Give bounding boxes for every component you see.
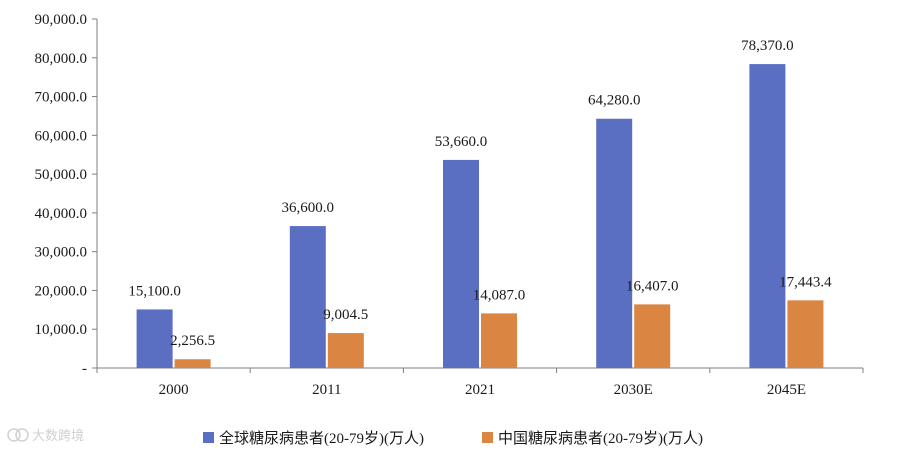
- y-tick-label: 60,000.0: [35, 128, 88, 144]
- bar-series-1: [749, 64, 786, 368]
- y-tick-label: 30,000.0: [35, 245, 88, 261]
- bar-series-1: [596, 118, 633, 368]
- data-labels: 15,100.0 36,600.0 53,660.0 64,280.0 78,370.0…: [128, 38, 832, 349]
- x-tick-label: 2011: [312, 382, 341, 398]
- y-tick-label: 90,000.0: [35, 12, 88, 28]
- data-label: 78,370.0: [741, 38, 794, 54]
- x-axis: 2000 2011 2021 2030E 2045E: [96, 367, 864, 398]
- legend: 全球糖尿病患者(20-79岁)(万人) 中国糖尿病患者(20-79岁)(万人): [203, 429, 703, 447]
- data-label: 2,256.5: [170, 333, 215, 349]
- bar-series-1: [289, 226, 326, 368]
- y-tick-label: 10,000.0: [35, 322, 88, 338]
- y-tick-label: 70,000.0: [35, 90, 88, 106]
- bar-series-2: [634, 304, 671, 368]
- bar-series-1: [136, 309, 173, 368]
- data-label: 17,443.4: [779, 274, 832, 290]
- y-axis: - 10,000.0 20,000.0 30,000.0 40,000.0 50,000.…: [35, 12, 98, 377]
- y-tick-label: 50,000.0: [35, 167, 88, 183]
- bar-series-2: [787, 300, 824, 368]
- data-label: 14,087.0: [473, 287, 526, 303]
- bar-series-2: [174, 359, 211, 368]
- bar-series-2: [481, 313, 517, 368]
- data-label: 64,280.0: [588, 93, 641, 109]
- watermark: 大数跨境: [7, 428, 84, 444]
- bar-series-1: [443, 159, 479, 368]
- bar-series-2: [327, 333, 364, 368]
- y-tick-label: 80,000.0: [35, 51, 88, 67]
- data-label: 16,407.0: [626, 278, 679, 294]
- data-label: 36,600.0: [282, 200, 335, 216]
- bars: [136, 64, 824, 368]
- x-tick-label: 2000: [159, 382, 189, 398]
- watermark-text: 大数跨境: [32, 429, 84, 444]
- data-label: 53,660.0: [435, 134, 488, 150]
- legend-label: 中国糖尿病患者(20-79岁)(万人): [498, 430, 703, 447]
- data-label: 15,100.0: [128, 283, 181, 299]
- y-tick-label: 20,000.0: [35, 283, 88, 299]
- watermark-logo-ring-icon: [15, 428, 29, 442]
- legend-swatch: [203, 432, 214, 443]
- y-tick-label: 40,000.0: [35, 206, 88, 222]
- x-tick-label: 2021: [465, 382, 495, 398]
- x-tick-label: 2045E: [767, 382, 806, 398]
- legend-swatch: [482, 432, 493, 443]
- x-tick-label: 2030E: [614, 382, 653, 398]
- data-label: 9,004.5: [323, 307, 368, 323]
- watermark-logo-icon: [7, 428, 21, 442]
- legend-label: 全球糖尿病患者(20-79岁)(万人): [219, 429, 424, 447]
- y-tick-label: -: [82, 361, 87, 377]
